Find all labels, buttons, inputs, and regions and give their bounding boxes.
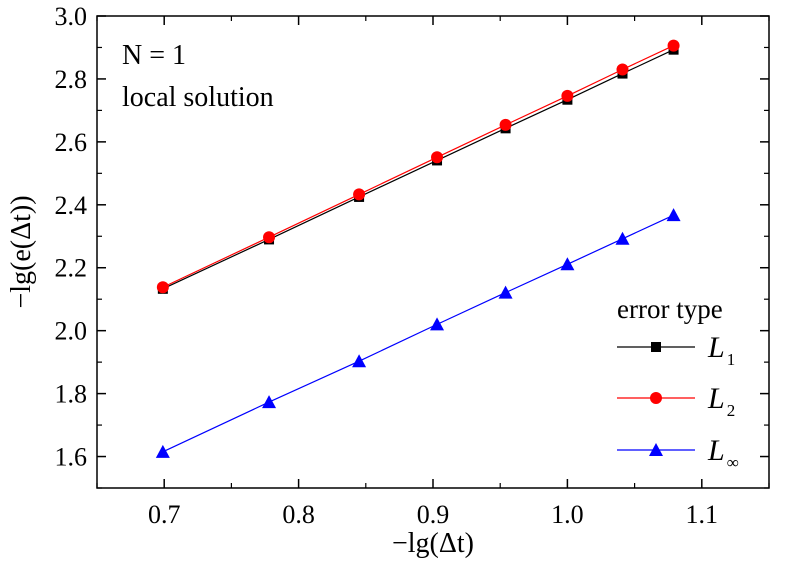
x-tick-label: 0.9 bbox=[417, 500, 450, 529]
y-tick-label: 2.0 bbox=[55, 317, 88, 346]
series-lines bbox=[162, 45, 674, 453]
legend-title: error type bbox=[617, 294, 723, 324]
annotation-local-solution: local solution bbox=[122, 82, 274, 113]
series-line-2 bbox=[162, 45, 674, 288]
x-tick-label: 1.0 bbox=[551, 500, 584, 529]
y-tick-label: 2.6 bbox=[55, 128, 88, 157]
data-point-3 bbox=[560, 257, 575, 271]
series-markers bbox=[155, 39, 681, 458]
legend-label-3: L ∞ bbox=[707, 434, 739, 472]
series-line-1 bbox=[162, 49, 674, 290]
data-point-2 bbox=[561, 89, 574, 102]
y-tick-label: 2.2 bbox=[55, 254, 88, 283]
axis-tick-labels: 0.7 0.8 0.9 1.0 1.1 1.6 1.8 2.0 2.2 2.4 2.6 2.8 3.0 bbox=[55, 2, 719, 529]
y-tick-label: 3.0 bbox=[55, 2, 88, 31]
legend-marker-3 bbox=[649, 443, 663, 456]
data-point-3 bbox=[666, 208, 681, 222]
y-tick-label: 1.6 bbox=[55, 443, 88, 472]
data-point-3 bbox=[155, 444, 170, 458]
axis-ticks bbox=[96, 15, 770, 489]
data-point-2 bbox=[616, 63, 629, 76]
data-point-2 bbox=[431, 151, 444, 164]
x-tick-label: 1.1 bbox=[686, 500, 719, 529]
data-point-2 bbox=[499, 118, 512, 131]
legend-marker-1 bbox=[651, 342, 661, 352]
data-point-3 bbox=[498, 285, 513, 299]
y-tick-label: 2.8 bbox=[55, 65, 88, 94]
data-point-3 bbox=[430, 317, 445, 331]
legend: error type L 1 L 2 L ∞ bbox=[617, 294, 739, 472]
data-point-2 bbox=[156, 281, 169, 294]
data-point-3 bbox=[352, 354, 367, 368]
data-point-3 bbox=[262, 395, 277, 409]
x-tick-label: 0.7 bbox=[148, 500, 181, 529]
data-point-2 bbox=[667, 39, 680, 52]
y-tick-label: 2.4 bbox=[55, 191, 88, 220]
y-tick-label: 1.8 bbox=[55, 380, 88, 409]
y-axis-label: −lg(e(Δt)) bbox=[6, 195, 37, 308]
annotation-n: N = 1 bbox=[122, 40, 186, 71]
x-axis-label: −lg(Δt) bbox=[392, 528, 474, 559]
data-point-3 bbox=[615, 231, 630, 245]
data-point-2 bbox=[353, 188, 366, 201]
data-point-2 bbox=[263, 231, 276, 244]
series-line-3 bbox=[162, 214, 674, 453]
x-tick-label: 0.8 bbox=[282, 500, 315, 529]
legend-marker-2 bbox=[650, 392, 662, 404]
